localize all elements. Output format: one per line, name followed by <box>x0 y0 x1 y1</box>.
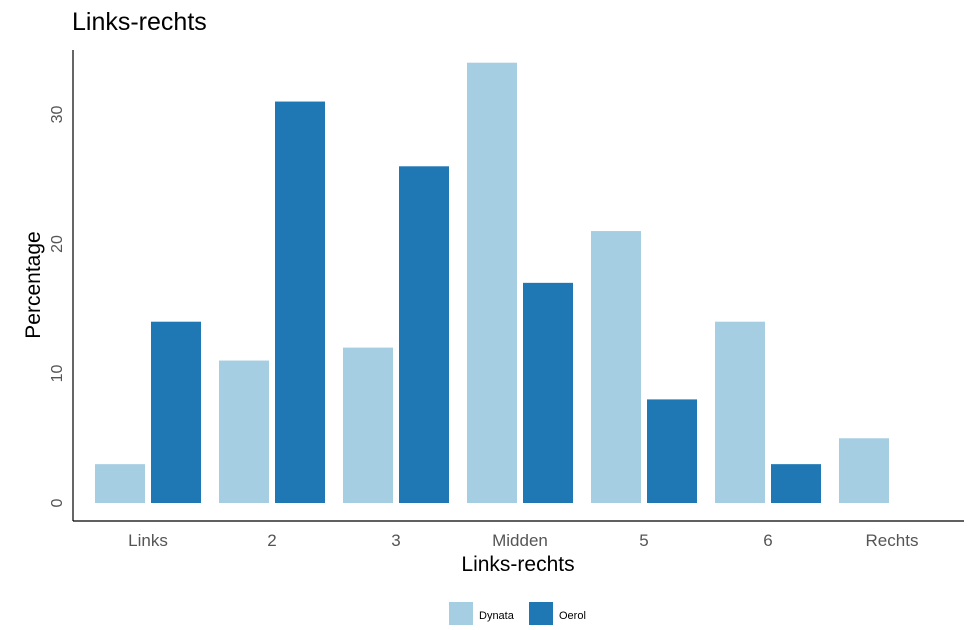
legend: Dynata Oerol <box>449 602 586 626</box>
x-tick-label: 6 <box>763 531 772 550</box>
bar-oerol-1 <box>275 101 325 504</box>
x-tick-label: 3 <box>391 531 400 550</box>
bar-oerol-0 <box>151 321 201 503</box>
x-tick-label: 2 <box>267 531 276 550</box>
y-axis-label: Percentage <box>22 231 45 338</box>
axis-lines <box>72 50 964 522</box>
x-tick-label: Midden <box>492 531 548 550</box>
legend-label-dynata: Dynata <box>479 610 515 622</box>
x-tick-label: Links <box>128 531 168 550</box>
x-tick-label: 5 <box>639 531 648 550</box>
y-tick-label: 30 <box>49 106 66 124</box>
bar-dynata-4 <box>591 231 641 504</box>
x-tick-labels: Links 2 3 Midden 5 6 Rechts <box>128 531 918 550</box>
bar-dynata-3 <box>467 62 517 503</box>
bar-dynata-2 <box>343 347 393 503</box>
x-tick-label: Rechts <box>866 531 919 550</box>
y-tick-label: 10 <box>49 365 66 383</box>
chart-title: Links-rechts <box>72 8 207 36</box>
bar-oerol-4 <box>647 399 697 503</box>
legend-key-dynata <box>449 602 473 626</box>
bar-oerol-5 <box>771 464 821 503</box>
x-axis-label: Links-rechts <box>461 553 574 576</box>
y-tick-label: 20 <box>49 235 66 253</box>
legend-label-oerol: Oerol <box>559 610 586 622</box>
legend-key-oerol <box>529 602 553 626</box>
bars <box>95 62 889 504</box>
bar-dynata-6 <box>839 438 889 503</box>
y-tick-labels: 0 10 20 30 <box>49 106 66 508</box>
y-tick-label: 0 <box>49 498 66 507</box>
bar-oerol-2 <box>399 166 449 504</box>
bar-dynata-1 <box>219 360 269 503</box>
bar-dynata-5 <box>715 321 765 503</box>
bar-dynata-0 <box>95 464 145 503</box>
bar-oerol-3 <box>523 282 573 503</box>
